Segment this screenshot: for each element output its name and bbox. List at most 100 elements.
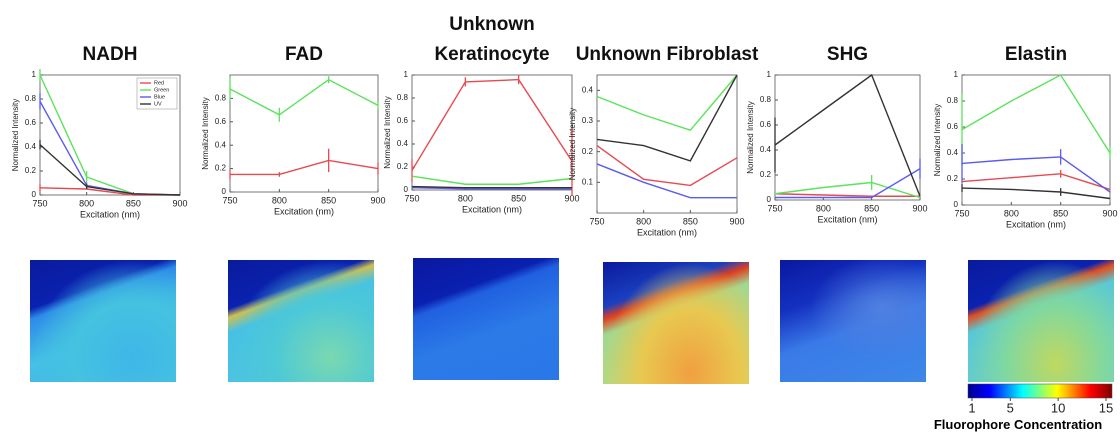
series-line bbox=[962, 75, 1110, 153]
y-tick-label: 0.4 bbox=[760, 145, 772, 154]
series-line bbox=[597, 164, 737, 198]
series-line bbox=[962, 188, 1110, 198]
x-tick-label: 750 bbox=[954, 208, 969, 218]
y-tick-label: 0.4 bbox=[582, 85, 594, 94]
series-line bbox=[412, 80, 572, 171]
chart-title: SHG bbox=[753, 40, 943, 70]
series-line bbox=[597, 75, 737, 161]
y-axis-label: Normalized Intensity bbox=[568, 108, 577, 180]
series-line bbox=[412, 176, 572, 184]
x-tick-label: 850 bbox=[511, 193, 526, 203]
plot-area bbox=[962, 75, 1110, 205]
y-tick-label: 0.8 bbox=[760, 95, 772, 104]
y-tick-label: 0.1 bbox=[582, 177, 594, 186]
y-tick-label: 0.4 bbox=[25, 142, 37, 151]
series-line bbox=[230, 160, 378, 174]
y-axis-label: Normalized Intensity bbox=[11, 99, 20, 171]
y-tick-label: 0.4 bbox=[947, 148, 959, 157]
plot-area bbox=[412, 75, 572, 190]
series-line bbox=[40, 145, 180, 195]
x-axis-label: Excitation (nm) bbox=[462, 204, 522, 214]
colorbar-tick-label: 15 bbox=[1099, 400, 1113, 415]
x-tick-label: 900 bbox=[729, 216, 744, 226]
y-tick-label: 1 bbox=[767, 70, 772, 79]
y-axis-label: Normalized Intensity bbox=[746, 101, 755, 173]
legend-label: Red bbox=[154, 80, 164, 86]
legend-label: UV bbox=[154, 101, 162, 107]
series-line bbox=[775, 169, 920, 198]
x-tick-label: 800 bbox=[458, 193, 473, 203]
x-tick-label: 900 bbox=[1102, 208, 1117, 218]
y-tick-label: 0.2 bbox=[397, 162, 409, 171]
x-axis-label: Excitation (nm) bbox=[274, 206, 334, 216]
y-tick-label: 0.6 bbox=[397, 116, 409, 125]
x-tick-label: 900 bbox=[172, 198, 187, 208]
y-tick-label: 1 bbox=[32, 70, 37, 79]
x-tick-label: 800 bbox=[1004, 208, 1019, 218]
y-tick-label: 0.8 bbox=[397, 93, 409, 102]
y-tick-label: 0.2 bbox=[25, 166, 37, 175]
series-line bbox=[412, 187, 572, 188]
y-axis-label: Normalized Intensity bbox=[383, 96, 392, 168]
series-line bbox=[775, 75, 920, 196]
y-tick-label: 0 bbox=[954, 200, 959, 209]
y-tick-label: 0 bbox=[404, 185, 409, 194]
y-tick-label: 0.6 bbox=[947, 122, 959, 131]
y-tick-label: 0 bbox=[767, 195, 772, 204]
y-tick-label: 0.2 bbox=[760, 170, 772, 179]
series-line bbox=[597, 146, 737, 186]
figure: Fluorophore Concentration 75080085090000… bbox=[0, 0, 1120, 434]
y-tick-label: 0.2 bbox=[582, 147, 594, 156]
y-axis-label: Normalized Intensity bbox=[933, 104, 942, 176]
colorbar-tick-label: 1 bbox=[968, 400, 975, 415]
chart-title: Unknown Fibroblast bbox=[572, 40, 762, 70]
y-tick-label: 0 bbox=[222, 187, 227, 196]
colorbar-tick-label: 5 bbox=[1007, 400, 1014, 415]
y-tick-label: 0.8 bbox=[215, 94, 227, 103]
y-tick-label: 0.8 bbox=[947, 96, 959, 105]
series-line bbox=[40, 101, 180, 195]
series-line bbox=[597, 75, 737, 130]
x-tick-label: 800 bbox=[816, 203, 831, 213]
x-tick-label: 800 bbox=[79, 198, 94, 208]
x-tick-label: 750 bbox=[589, 216, 604, 226]
y-tick-label: 0.6 bbox=[25, 118, 37, 127]
x-tick-label: 850 bbox=[1053, 208, 1068, 218]
y-tick-label: 0 bbox=[32, 190, 37, 199]
y-tick-label: 0.3 bbox=[582, 116, 594, 125]
y-tick-label: 0.4 bbox=[215, 140, 227, 149]
chart-title: Elastin bbox=[941, 40, 1120, 70]
y-tick-label: 0.4 bbox=[397, 139, 409, 148]
legend-label: Blue bbox=[154, 94, 165, 100]
y-tick-label: 1 bbox=[404, 70, 409, 79]
x-tick-label: 750 bbox=[404, 193, 419, 203]
x-tick-label: 900 bbox=[370, 195, 385, 205]
y-tick-label: 0.8 bbox=[25, 94, 37, 103]
x-axis-label: Excitation (nm) bbox=[637, 227, 697, 237]
x-tick-label: 850 bbox=[126, 198, 141, 208]
y-tick-label: 0.2 bbox=[947, 174, 959, 183]
chart-title: Unknown Keratinocyte bbox=[397, 10, 587, 70]
colorbar bbox=[968, 384, 1112, 398]
legend-label: Green bbox=[154, 87, 169, 93]
x-tick-label: 750 bbox=[32, 198, 47, 208]
x-tick-label: 750 bbox=[222, 195, 237, 205]
chart-title: FAD bbox=[209, 40, 399, 70]
y-axis-label: Normalized Intensity bbox=[201, 97, 210, 169]
series-line bbox=[962, 157, 1110, 192]
y-tick-label: 0.2 bbox=[215, 164, 227, 173]
x-axis-label: Excitation (nm) bbox=[80, 209, 140, 219]
x-tick-label: 900 bbox=[912, 203, 927, 213]
x-axis-label: Excitation (nm) bbox=[1006, 219, 1066, 229]
series-line bbox=[230, 80, 378, 115]
plot-area bbox=[597, 75, 737, 213]
x-tick-label: 800 bbox=[272, 195, 287, 205]
x-tick-label: 800 bbox=[636, 216, 651, 226]
y-tick-label: 0.6 bbox=[760, 120, 772, 129]
colorbar-tick-label: 10 bbox=[1051, 400, 1065, 415]
x-tick-label: 850 bbox=[321, 195, 336, 205]
chart-title: NADH bbox=[15, 40, 205, 70]
x-axis-label: Excitation (nm) bbox=[817, 214, 877, 224]
x-tick-label: 850 bbox=[864, 203, 879, 213]
x-tick-label: 850 bbox=[683, 216, 698, 226]
